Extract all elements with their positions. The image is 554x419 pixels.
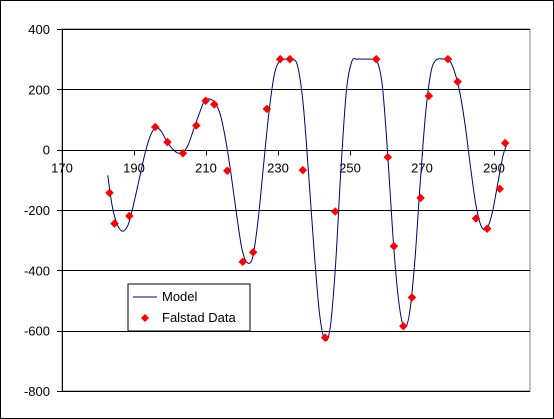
y-tick-label: 0 <box>43 143 50 158</box>
axis-layer: 170 190 210 230 250 270 290 400 200 0 -2… <box>24 22 505 399</box>
legend: Model Falstad Data <box>127 283 251 332</box>
falstad-data-point <box>110 219 119 228</box>
series-layer <box>105 54 510 342</box>
falstad-data-point <box>298 165 308 175</box>
falstad-data-point <box>209 100 219 109</box>
legend-falstad-swatch <box>141 314 149 322</box>
y-tick-label: -400 <box>24 263 50 278</box>
falstad-data-point <box>150 122 160 132</box>
falstad-data-point <box>191 121 201 130</box>
x-tick-label: 230 <box>267 161 289 176</box>
falstad-data-point <box>383 152 393 162</box>
falstad-data-point <box>320 333 330 342</box>
x-tick-label: 190 <box>123 161 145 176</box>
falstad-data-point <box>471 214 481 223</box>
falstad-data-point <box>124 211 134 221</box>
legend-box <box>127 283 251 332</box>
y-tick-label: 200 <box>28 82 50 97</box>
falstad-data-point <box>222 166 232 176</box>
legend-model-label: Model <box>162 289 198 304</box>
falstad-data-point <box>389 241 399 251</box>
falstad-data-point <box>262 104 272 114</box>
model-line <box>107 57 508 342</box>
y-tick-label: -200 <box>24 203 50 218</box>
falstad-data-point <box>275 54 285 64</box>
falstad-data-point <box>500 138 510 148</box>
x-tick-label: 250 <box>339 161 361 176</box>
y-tick-label: -800 <box>24 384 50 399</box>
falstad-data-point <box>285 54 295 64</box>
x-tick-label: 270 <box>411 161 433 176</box>
falstad-data-point <box>238 257 248 267</box>
falstad-data-point <box>201 96 210 106</box>
falstad-data-point <box>424 91 434 101</box>
falstad-data-point <box>482 224 492 234</box>
falstad-data-point <box>105 188 114 198</box>
legend-falstad-label: Falstad Data <box>162 310 236 325</box>
falstad-data-point <box>371 54 381 64</box>
falstad-data-point <box>407 293 417 302</box>
falstad-data-point <box>330 207 340 216</box>
y-tick-label: -600 <box>24 324 50 339</box>
falstad-data-point <box>416 193 425 203</box>
falstad-data-point <box>248 247 258 257</box>
y-tick-label: 400 <box>28 22 50 37</box>
falstad-data-point <box>163 137 172 147</box>
falstad-data-point <box>443 54 453 64</box>
falstad-data-point <box>178 148 188 158</box>
x-tick-label: 210 <box>195 161 217 176</box>
falstad-data-point <box>453 77 462 87</box>
x-tick-label: 170 <box>51 161 73 176</box>
falstad-data-point <box>398 321 408 331</box>
falstad-data-point <box>495 184 505 194</box>
